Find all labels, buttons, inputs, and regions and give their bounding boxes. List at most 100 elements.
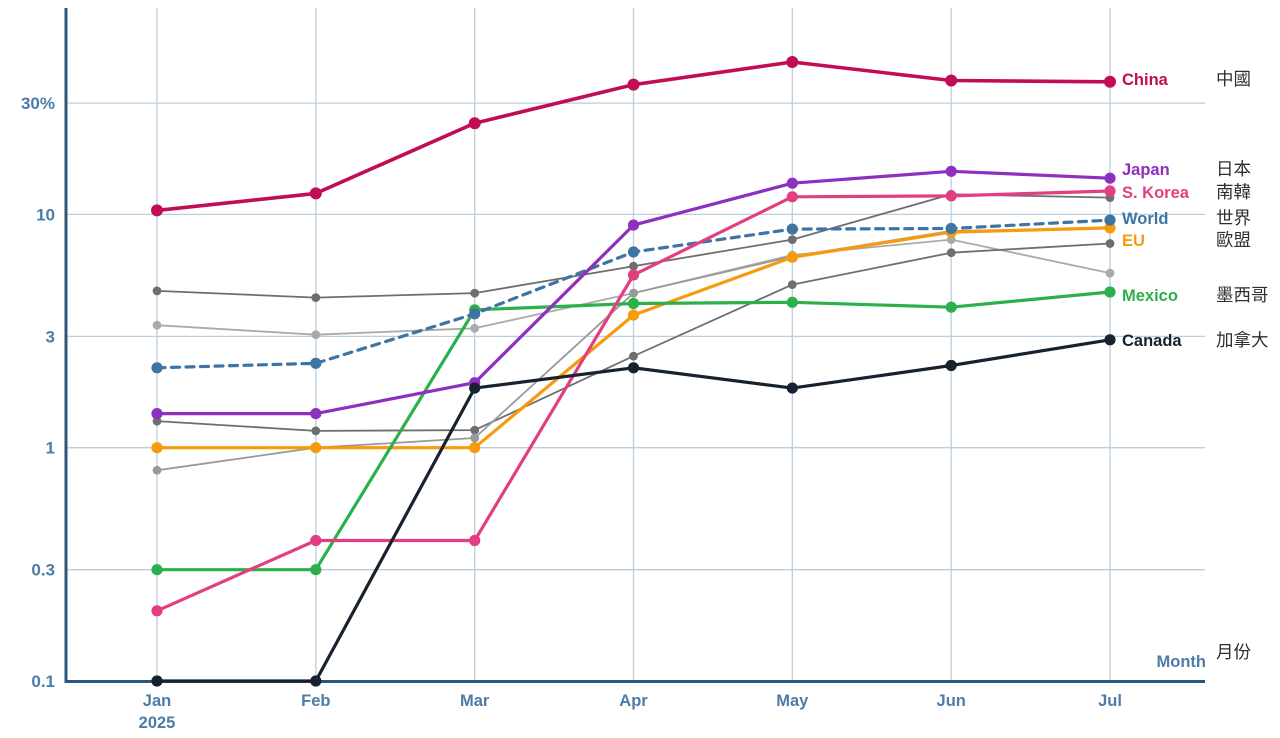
- series-label-mexico: Mexico: [1122, 287, 1178, 305]
- data-point-unlabeled-2-jan: [152, 320, 162, 330]
- data-point-japan-feb: [310, 408, 322, 420]
- data-point-eu-jan: [151, 442, 163, 454]
- data-point-eu-apr: [627, 309, 640, 321]
- data-point-china-feb: [309, 187, 322, 200]
- x-tick-label-jan: Jan: [143, 692, 171, 710]
- data-point-japan-may: [786, 177, 798, 189]
- data-point-world-feb: [310, 357, 322, 369]
- series-label-canada: Canada: [1122, 332, 1182, 350]
- data-point-unlabeled-3-jun: [946, 248, 956, 258]
- data-point-unlabeled-1-may: [787, 235, 797, 245]
- data-point-unlabeled-3-feb: [311, 426, 321, 436]
- data-point-s-korea-apr: [627, 269, 640, 281]
- series-label-world: World: [1122, 210, 1168, 228]
- series-label-japan: Japan: [1122, 161, 1170, 179]
- data-point-s-korea-feb: [310, 534, 322, 547]
- data-point-unlabeled-3-mar: [470, 425, 480, 435]
- y-tick-label-1: 1: [46, 439, 55, 458]
- data-point-mexico-jan: [151, 564, 163, 576]
- data-point-canada-mar: [469, 382, 481, 394]
- y-tick-label-3: 3: [46, 327, 55, 346]
- x-axis-year-label: 2025: [139, 714, 176, 732]
- data-point-china-mar: [468, 117, 481, 130]
- series-label-zh-eu: 歐盟: [1216, 230, 1251, 250]
- data-point-unlabeled-3-jan: [152, 416, 162, 426]
- data-point-eu-jul: [1104, 222, 1116, 234]
- data-point-unlabeled-4-apr: [629, 288, 638, 298]
- series-labels-layer: China 中國 Japan 日本 S. Korea 南韓 World 世界 EU 歐盟 Mexic…: [1122, 69, 1269, 350]
- data-point-unlabeled-3-apr: [629, 351, 638, 361]
- data-point-china-jan: [151, 204, 163, 217]
- y-tick-label-10: 10: [36, 205, 55, 224]
- data-point-unlabeled-4-jan: [152, 465, 162, 475]
- data-point-unlabeled-2-feb: [311, 330, 321, 340]
- data-point-unlabeled-1-mar: [470, 288, 480, 298]
- x-tick-label-jun: Jun: [937, 692, 966, 710]
- y-tick-label-0-1: 0.1: [31, 672, 55, 691]
- data-point-mexico-may: [786, 296, 798, 308]
- data-point-world-apr: [627, 246, 640, 258]
- data-point-mexico-apr: [627, 297, 640, 310]
- x-tick-label-may: May: [776, 692, 809, 710]
- series-dots-layer: [151, 56, 1116, 687]
- data-point-canada-feb: [310, 675, 322, 687]
- y-tick-label-0.3: 0.3: [31, 561, 55, 580]
- data-point-world-jun: [945, 222, 957, 235]
- data-point-canada-jan: [151, 675, 163, 687]
- tick-labels-layer: 0.3 1 3 10 30% 0.1 Jan Feb Mar Apr May Jun Jul: [21, 94, 1122, 710]
- data-point-japan-apr: [627, 219, 640, 231]
- series-label-zh-china: 中國: [1216, 69, 1251, 89]
- data-point-mexico-feb: [310, 564, 322, 576]
- data-point-unlabeled-3-may: [787, 280, 797, 289]
- data-point-china-apr: [627, 78, 640, 91]
- data-point-japan-jan: [151, 408, 163, 420]
- data-point-mexico-jul: [1104, 286, 1116, 298]
- data-point-canada-jun: [945, 359, 957, 372]
- data-point-s-korea-may: [786, 191, 798, 203]
- data-point-world-mar: [469, 308, 481, 320]
- data-point-eu-feb: [310, 442, 322, 454]
- data-point-unlabeled-2-jul: [1105, 268, 1115, 278]
- series-label-zh-canada: 加拿大: [1216, 330, 1269, 350]
- data-point-s-korea-mar: [469, 534, 481, 547]
- x-axis-title: Month: [1157, 653, 1206, 671]
- data-point-world-jan: [151, 362, 163, 374]
- y-tick-label-30: 30%: [21, 94, 55, 113]
- series-label-s-korea: S. Korea: [1122, 184, 1190, 202]
- x-axis-title-zh: 月份: [1216, 642, 1251, 662]
- series-label-zh-world: 世界: [1216, 208, 1251, 228]
- data-point-japan-jun: [945, 165, 957, 177]
- data-point-unlabeled-1-jan: [152, 286, 162, 296]
- data-point-canada-jul: [1104, 334, 1116, 346]
- data-point-china-may: [786, 56, 799, 68]
- data-point-canada-apr: [627, 362, 640, 374]
- grid-layer: [65, 8, 1205, 682]
- series-label-china: China: [1122, 71, 1169, 89]
- data-point-unlabeled-2-jun: [946, 235, 956, 245]
- data-point-s-korea-jun: [945, 190, 957, 202]
- x-tick-label-apr: Apr: [619, 692, 648, 710]
- data-point-unlabeled-4-mar: [470, 433, 480, 443]
- data-point-unlabeled-1-feb: [311, 293, 321, 302]
- data-point-s-korea-jan: [151, 605, 163, 617]
- x-tick-label-jul: Jul: [1098, 692, 1122, 710]
- data-point-eu-mar: [469, 442, 481, 454]
- data-point-s-korea-jul: [1104, 185, 1116, 197]
- data-point-unlabeled-2-mar: [470, 323, 480, 333]
- data-point-world-may: [786, 223, 798, 235]
- series-label-zh-s-korea: 南韓: [1216, 182, 1251, 202]
- data-point-mexico-jun: [945, 301, 957, 313]
- axes-layer: [64, 8, 1205, 683]
- data-point-world-jul: [1104, 214, 1116, 226]
- x-tick-label-mar: Mar: [460, 692, 490, 710]
- data-point-china-jul: [1104, 75, 1116, 88]
- series-label-eu: EU: [1122, 232, 1145, 250]
- data-point-unlabeled-1-apr: [629, 261, 638, 271]
- data-point-japan-jul: [1104, 172, 1116, 184]
- series-label-zh-mexico: 墨西哥: [1216, 285, 1269, 305]
- data-point-unlabeled-3-jul: [1105, 239, 1115, 248]
- series-label-zh-japan: 日本: [1216, 159, 1251, 179]
- data-point-eu-may: [786, 251, 798, 263]
